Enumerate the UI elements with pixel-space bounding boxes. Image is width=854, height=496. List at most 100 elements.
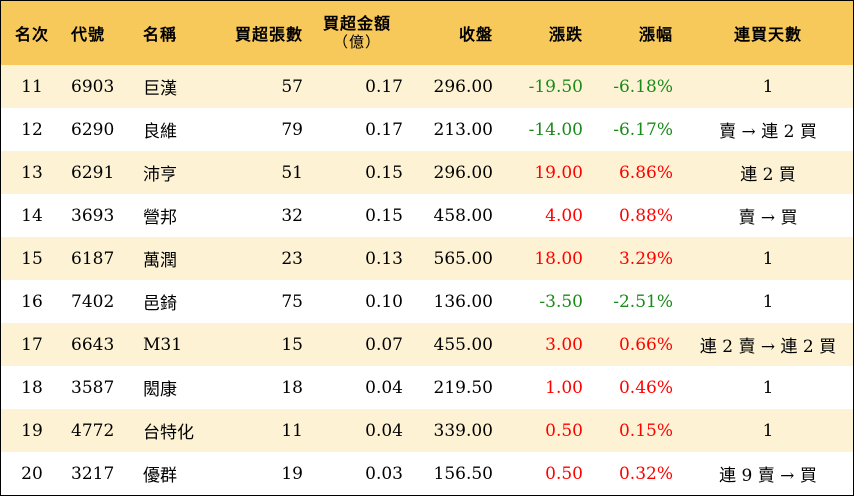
cell-streak: 1 [762, 76, 774, 97]
table-row: 19 4772 台特化 11 0.04 339.00 0.50 0.15% 1 [1, 409, 853, 452]
cell-rank: 16 [21, 291, 43, 312]
cell-change: 19.00 [534, 162, 583, 183]
cell-name: M31 [143, 334, 183, 355]
cell-net-buy-lots: 15 [281, 334, 303, 355]
cell-change-pct: 0.88% [618, 205, 673, 226]
cell-name: 萬潤 [143, 251, 177, 271]
cell-change: 1.00 [545, 377, 583, 398]
cell-code: 6903 [71, 76, 115, 97]
cell-change-pct: 0.32% [618, 463, 673, 484]
cell-close: 565.00 [433, 248, 493, 269]
cell-name: 邑錡 [143, 294, 177, 314]
header-rank: 名次 [14, 25, 49, 44]
cell-streak: 1 [762, 291, 774, 312]
cell-change-pct: 0.15% [618, 420, 673, 441]
cell-change-pct: 3.29% [618, 248, 673, 269]
cell-code: 3217 [71, 463, 115, 484]
table-row: 16 7402 邑錡 75 0.10 136.00 -3.50 -2.51% 1 [1, 280, 853, 323]
cell-net-buy-amount: 0.04 [365, 377, 403, 398]
cell-rank: 12 [21, 119, 43, 140]
cell-net-buy-amount: 0.07 [365, 334, 403, 355]
cell-code: 6291 [71, 162, 115, 183]
cell-streak: 賣 → 連 2 買 [719, 122, 817, 142]
cell-streak: 1 [762, 248, 774, 269]
cell-rank: 11 [21, 76, 43, 97]
table-row: 15 6187 萬潤 23 0.13 565.00 18.00 3.29% 1 [1, 237, 853, 280]
header-close: 收盤 [458, 25, 493, 44]
cell-name: 巨漢 [143, 79, 177, 99]
cell-net-buy-lots: 79 [281, 119, 303, 140]
table-row: 20 3217 優群 19 0.03 156.50 0.50 0.32% 連 9 賣 → 買 [1, 452, 853, 495]
cell-rank: 13 [21, 162, 43, 183]
cell-close: 296.00 [433, 76, 493, 97]
table-row: 12 6290 良維 79 0.17 213.00 -14.00 -6.17% 賣 → 連 2 … [1, 108, 853, 151]
cell-close: 296.00 [433, 162, 493, 183]
cell-net-buy-amount: 0.04 [365, 420, 403, 441]
cell-name: 優群 [143, 466, 177, 486]
cell-net-buy-lots: 11 [281, 420, 303, 441]
cell-close: 213.00 [433, 119, 493, 140]
cell-name: 營邦 [143, 208, 177, 228]
cell-net-buy-amount: 0.17 [365, 119, 403, 140]
cell-name: 台特化 [143, 423, 194, 443]
cell-name: 閎康 [143, 380, 177, 400]
cell-name: 良維 [143, 122, 177, 142]
cell-net-buy-amount: 0.10 [365, 291, 403, 312]
cell-net-buy-lots: 51 [281, 162, 303, 183]
cell-rank: 19 [21, 420, 43, 441]
cell-close: 339.00 [433, 420, 493, 441]
cell-change-pct: 0.46% [618, 377, 673, 398]
header-streak: 連買天數 [733, 25, 802, 44]
cell-close: 219.50 [433, 377, 493, 398]
cell-code: 3587 [71, 377, 115, 398]
cell-close: 156.50 [433, 463, 493, 484]
header-change: 漲跌 [548, 25, 583, 44]
cell-change-pct: 0.66% [618, 334, 673, 355]
cell-change: -14.00 [528, 119, 583, 140]
cell-net-buy-amount: 0.15 [365, 205, 403, 226]
cell-net-buy-lots: 18 [281, 377, 303, 398]
cell-code: 6187 [71, 248, 115, 269]
header-net-buy-amount-label: 買超金額 [322, 14, 391, 33]
cell-change: 3.00 [545, 334, 583, 355]
cell-streak: 1 [762, 377, 774, 398]
cell-code: 3693 [71, 205, 115, 226]
cell-net-buy-lots: 23 [281, 248, 303, 269]
cell-change-pct: -6.17% [613, 119, 673, 140]
header-net-buy-amount: 買超金額 （億） [311, 1, 403, 65]
cell-change-pct: -6.18% [613, 76, 673, 97]
cell-close: 455.00 [433, 334, 493, 355]
cell-streak: 連 9 賣 → 買 [719, 466, 817, 486]
table-row: 17 6643 M31 15 0.07 455.00 3.00 0.66% 連 2 賣 → 連 … [1, 323, 853, 366]
cell-rank: 15 [21, 248, 43, 269]
cell-code: 7402 [71, 291, 115, 312]
table-row: 14 3693 營邦 32 0.15 458.00 4.00 0.88% 賣 → 買 [1, 194, 853, 237]
cell-name: 沛亨 [143, 165, 177, 185]
cell-change: 0.50 [545, 420, 583, 441]
cell-streak: 連 2 賣 → 連 2 買 [699, 337, 837, 357]
header-name: 名稱 [143, 25, 178, 44]
cell-net-buy-amount: 0.03 [365, 463, 403, 484]
cell-net-buy-amount: 0.17 [365, 76, 403, 97]
cell-net-buy-lots: 57 [281, 76, 303, 97]
header-code: 代號 [71, 25, 106, 44]
cell-rank: 17 [21, 334, 43, 355]
table-row: 18 3587 閎康 18 0.04 219.50 1.00 0.46% 1 [1, 366, 853, 409]
cell-rank: 14 [21, 205, 43, 226]
cell-close: 458.00 [433, 205, 493, 226]
cell-change-pct: 6.86% [618, 162, 673, 183]
header-net-buy-lots: 買超張數 [234, 25, 303, 44]
cell-change: -3.50 [539, 291, 583, 312]
cell-code: 6290 [71, 119, 115, 140]
table-row: 13 6291 沛亨 51 0.15 296.00 19.00 6.86% 連 2 買 [1, 151, 853, 194]
cell-net-buy-lots: 75 [281, 291, 303, 312]
cell-net-buy-lots: 32 [281, 205, 303, 226]
cell-change-pct: -2.51% [613, 291, 673, 312]
cell-code: 4772 [71, 420, 115, 441]
cell-net-buy-amount: 0.13 [365, 248, 403, 269]
cell-change: 18.00 [534, 248, 583, 269]
cell-change: -19.50 [528, 76, 583, 97]
cell-net-buy-lots: 19 [281, 463, 303, 484]
cell-change: 0.50 [545, 463, 583, 484]
